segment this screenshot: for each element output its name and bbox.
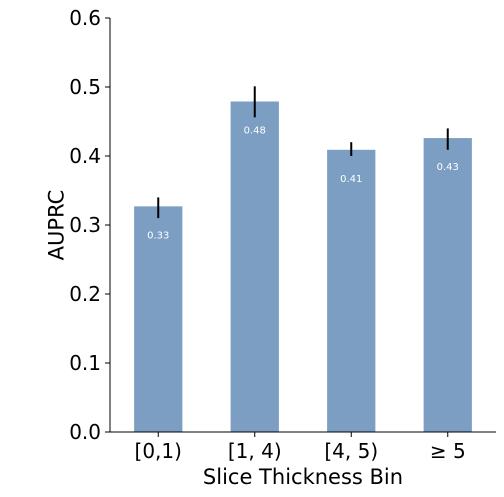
y-axis-ticks: 0.0 0.1 0.2 0.3 0.4 0.5 0.6 [69, 6, 110, 444]
x-tick-label: ≥ 5 [430, 439, 466, 463]
y-tick-label: 0.6 [69, 6, 101, 30]
error-bars-layer [157, 86, 449, 219]
data-label: 0.33 [147, 230, 169, 241]
bar [230, 101, 279, 433]
data-label: 0.48 [244, 125, 266, 136]
y-tick-label: 0.4 [69, 144, 101, 168]
x-tick-label: [1, 4) [228, 439, 282, 463]
y-tick-label: 0.0 [69, 420, 101, 444]
y-tick-label: 0.5 [69, 75, 101, 99]
x-tick-label: [4, 5) [324, 439, 378, 463]
bar [327, 149, 376, 433]
bar [134, 206, 183, 432]
x-axis-title: Slice Thickness Bin [203, 465, 403, 489]
bar [423, 138, 472, 432]
data-label: 0.43 [437, 162, 459, 173]
bars-layer [134, 101, 472, 433]
data-labels-layer: 0.33 0.48 0.41 0.43 [147, 125, 459, 241]
y-axis-title: AUPRC [44, 190, 68, 261]
data-label: 0.41 [340, 174, 362, 185]
y-tick-label: 0.2 [69, 282, 101, 306]
y-tick-label: 0.3 [69, 213, 101, 237]
x-axis-ticks: [0,1) [1, 4) [4, 5) ≥ 5 [135, 432, 466, 463]
x-tick-label: [0,1) [135, 439, 182, 463]
y-tick-label: 0.1 [69, 351, 101, 375]
